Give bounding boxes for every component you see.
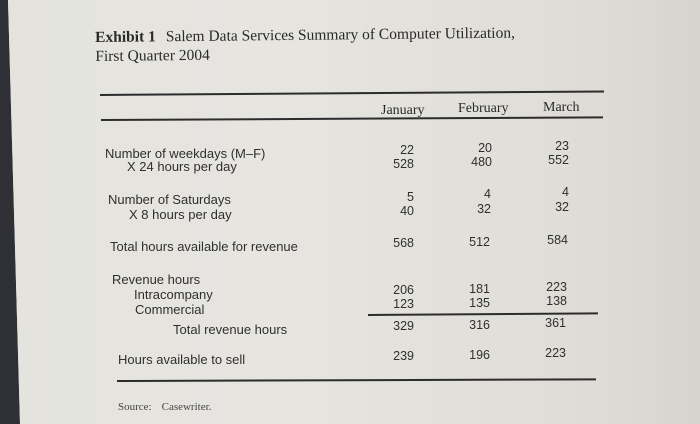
cell-jan-saturdays: 5 (407, 190, 414, 204)
table-bottom-rule (116, 378, 597, 382)
row-label-total-available: Total hours available for revenue (110, 239, 298, 254)
cell-mar-total-available: 584 (547, 233, 568, 247)
cell-jan-total-revenue: 329 (393, 319, 414, 333)
column-header-march: March (543, 100, 580, 115)
table-header-rule (100, 116, 603, 121)
row-label-saturdays: Number of Saturdays (108, 192, 231, 207)
source-label: Source: (118, 401, 152, 413)
row-label-saturday-hours: X 8 hours per day (129, 207, 232, 222)
cell-mar-total-revenue: 361 (545, 316, 566, 330)
row-label-weekday-hours: X 24 hours per day (127, 159, 237, 174)
cell-feb-intracompany: 181 (469, 282, 490, 296)
row-label-revenue-hours: Revenue hours (112, 272, 201, 287)
source-value: Casewriter. (161, 401, 212, 413)
column-header-february: February (458, 101, 509, 116)
row-label-intracompany: Intracompany (134, 287, 213, 302)
exhibit-title: Exhibit 1 Salem Data Services Summary of … (95, 23, 615, 66)
cell-mar-weekdays: 23 (555, 139, 569, 153)
source-note: Source: Casewriter. (118, 401, 211, 413)
cell-feb-weekdays: 20 (478, 141, 492, 155)
cell-mar-intracompany: 223 (546, 280, 567, 294)
cell-mar-commercial: 138 (546, 294, 567, 308)
cell-mar-hours-to-sell: 223 (545, 346, 566, 360)
cell-jan-weekdays: 22 (400, 143, 414, 157)
cell-mar-saturday-hours: 32 (555, 200, 569, 214)
row-label-weekdays: Number of weekdays (M–F) (105, 146, 266, 161)
cell-feb-total-revenue: 316 (469, 318, 490, 332)
cell-jan-saturday-hours: 40 (400, 204, 414, 218)
cell-mar-weekday-hours: 552 (548, 153, 569, 167)
cell-feb-hours-to-sell: 196 (469, 348, 490, 362)
exhibit-title-line2: First Quarter 2004 (95, 46, 210, 65)
cell-jan-commercial: 123 (393, 297, 414, 311)
cell-jan-intracompany: 206 (393, 283, 414, 297)
table-top-rule (99, 90, 604, 96)
row-label-total-revenue: Total revenue hours (173, 322, 288, 337)
column-header-january: January (381, 103, 425, 118)
exhibit-title-line1: Salem Data Services Summary of Computer … (165, 24, 516, 46)
cell-feb-commercial: 135 (469, 296, 490, 310)
row-label-commercial: Commercial (135, 302, 205, 317)
cell-feb-total-available: 512 (469, 235, 490, 249)
cell-jan-total-available: 568 (393, 236, 414, 250)
cell-feb-saturdays: 4 (484, 187, 491, 201)
row-label-hours-to-sell: Hours available to sell (118, 352, 246, 367)
cell-jan-hours-to-sell: 239 (393, 349, 414, 363)
cell-mar-saturdays: 4 (562, 185, 569, 199)
exhibit-label: Exhibit 1 (95, 28, 156, 46)
cell-feb-weekday-hours: 480 (471, 155, 492, 169)
cell-feb-saturday-hours: 32 (477, 202, 491, 216)
cell-jan-weekday-hours: 528 (393, 157, 414, 171)
